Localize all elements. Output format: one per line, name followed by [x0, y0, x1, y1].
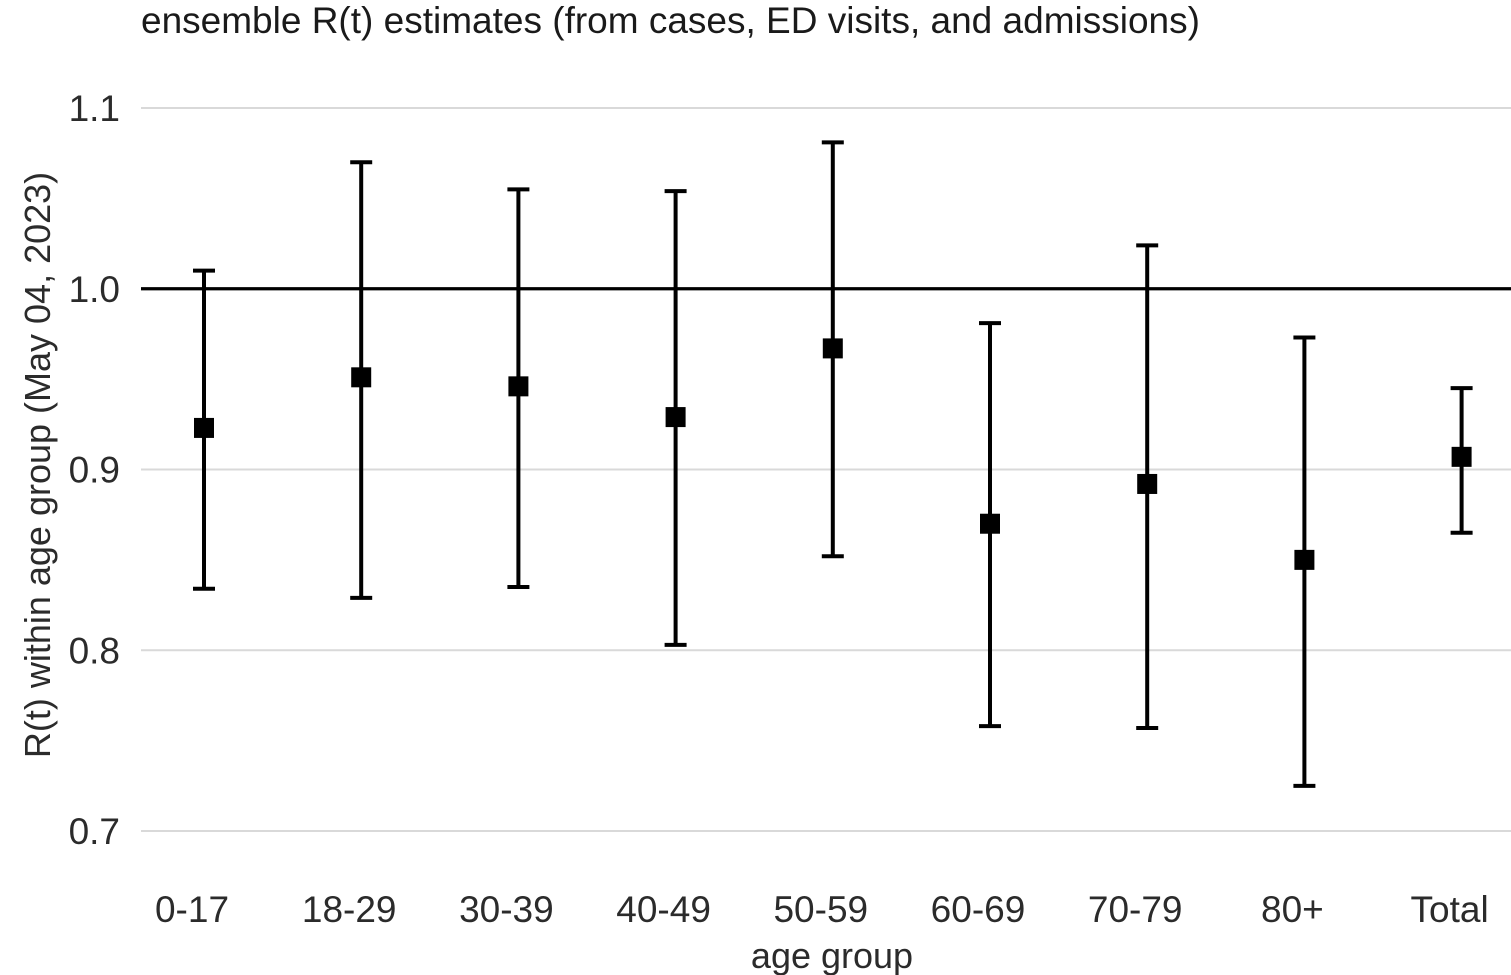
y-tick-label: 0.7: [69, 811, 120, 852]
point-marker: [351, 367, 372, 388]
x-tick-label: 80+: [1261, 889, 1324, 930]
grid-lines: [141, 107, 1511, 832]
point-marker: [980, 513, 1000, 534]
x-tick-labels: 0-17 18-29 30-39 40-49 50-59 60-69 70-79 80+ Tot…: [155, 889, 1489, 930]
x-tick-label: 70-79: [1088, 889, 1183, 930]
x-tick-label: 40-49: [616, 889, 711, 930]
y-tick-label: 1.0: [69, 269, 120, 310]
x-tick-label: 30-39: [459, 889, 554, 930]
point-marker: [1451, 446, 1472, 467]
x-tick-label: Total: [1411, 889, 1489, 930]
x-axis-title: age group: [751, 935, 913, 975]
x-tick-label: 50-59: [773, 889, 868, 930]
x-tick-label: 0-17: [155, 889, 229, 930]
point-marker: [508, 376, 529, 397]
y-tick-label: 0.9: [69, 450, 120, 491]
point-marker: [194, 417, 214, 438]
point-marker: [822, 338, 843, 359]
point-markers: [194, 338, 1472, 570]
chart-title: ensemble R(t) estimates (from cases, ED …: [141, 0, 1200, 41]
x-tick-label: 60-69: [931, 889, 1026, 930]
y-tick-label: 1.1: [69, 88, 120, 129]
error-bars: [193, 140, 1473, 788]
point-marker: [1294, 549, 1315, 570]
y-axis-title: R(t) within age group (May 04, 2023): [17, 172, 58, 758]
x-tick-label: 18-29: [302, 889, 397, 930]
point-marker: [665, 407, 686, 428]
y-tick-labels: 0.7 0.8 0.9 1.0 1.1: [69, 88, 120, 852]
y-tick-label: 0.8: [69, 630, 120, 671]
point-marker: [1137, 473, 1158, 494]
